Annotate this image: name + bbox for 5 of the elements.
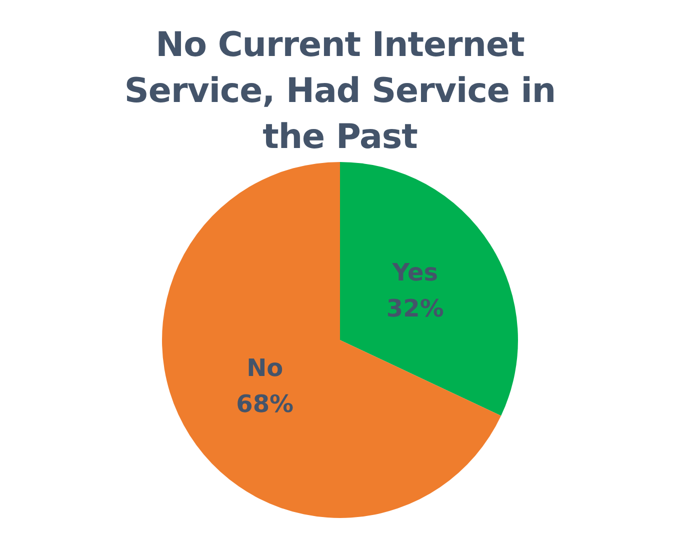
data-label: 32%: [386, 294, 444, 323]
data-label: 68%: [236, 390, 294, 418]
chart-title: No Current Internet Service, Had Service in the Past: [123, 24, 557, 159]
slice-label: No: [246, 354, 284, 382]
slice-label: Yes: [391, 258, 438, 287]
